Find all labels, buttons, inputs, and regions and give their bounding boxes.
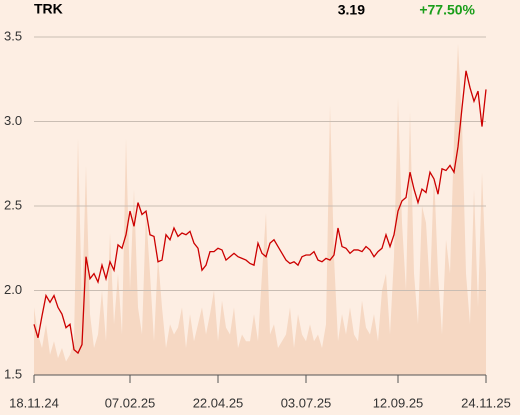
y-tick-label: 2.5 (4, 197, 22, 212)
price: 3.19 (338, 2, 365, 18)
chart-title: TRK (34, 1, 63, 17)
x-tick-label: 03.07.25 (281, 395, 332, 410)
x-tick-label: 18.11.24 (9, 395, 59, 410)
x-tick-label: 24.11.25 (461, 395, 511, 410)
y-tick-label: 2.0 (4, 282, 22, 297)
x-tick-label: 22.04.25 (193, 395, 244, 410)
change: +77.50% (419, 2, 475, 18)
x-tick-label: 12.09.25 (373, 395, 424, 410)
price-line (33, 70, 487, 355)
volume-area (34, 43, 486, 375)
y-tick-label: 3.0 (4, 113, 22, 128)
y-tick-label: 3.5 (4, 28, 22, 43)
x-tick-label: 07.02.25 (105, 395, 156, 410)
y-tick-label: 1.5 (4, 366, 22, 381)
